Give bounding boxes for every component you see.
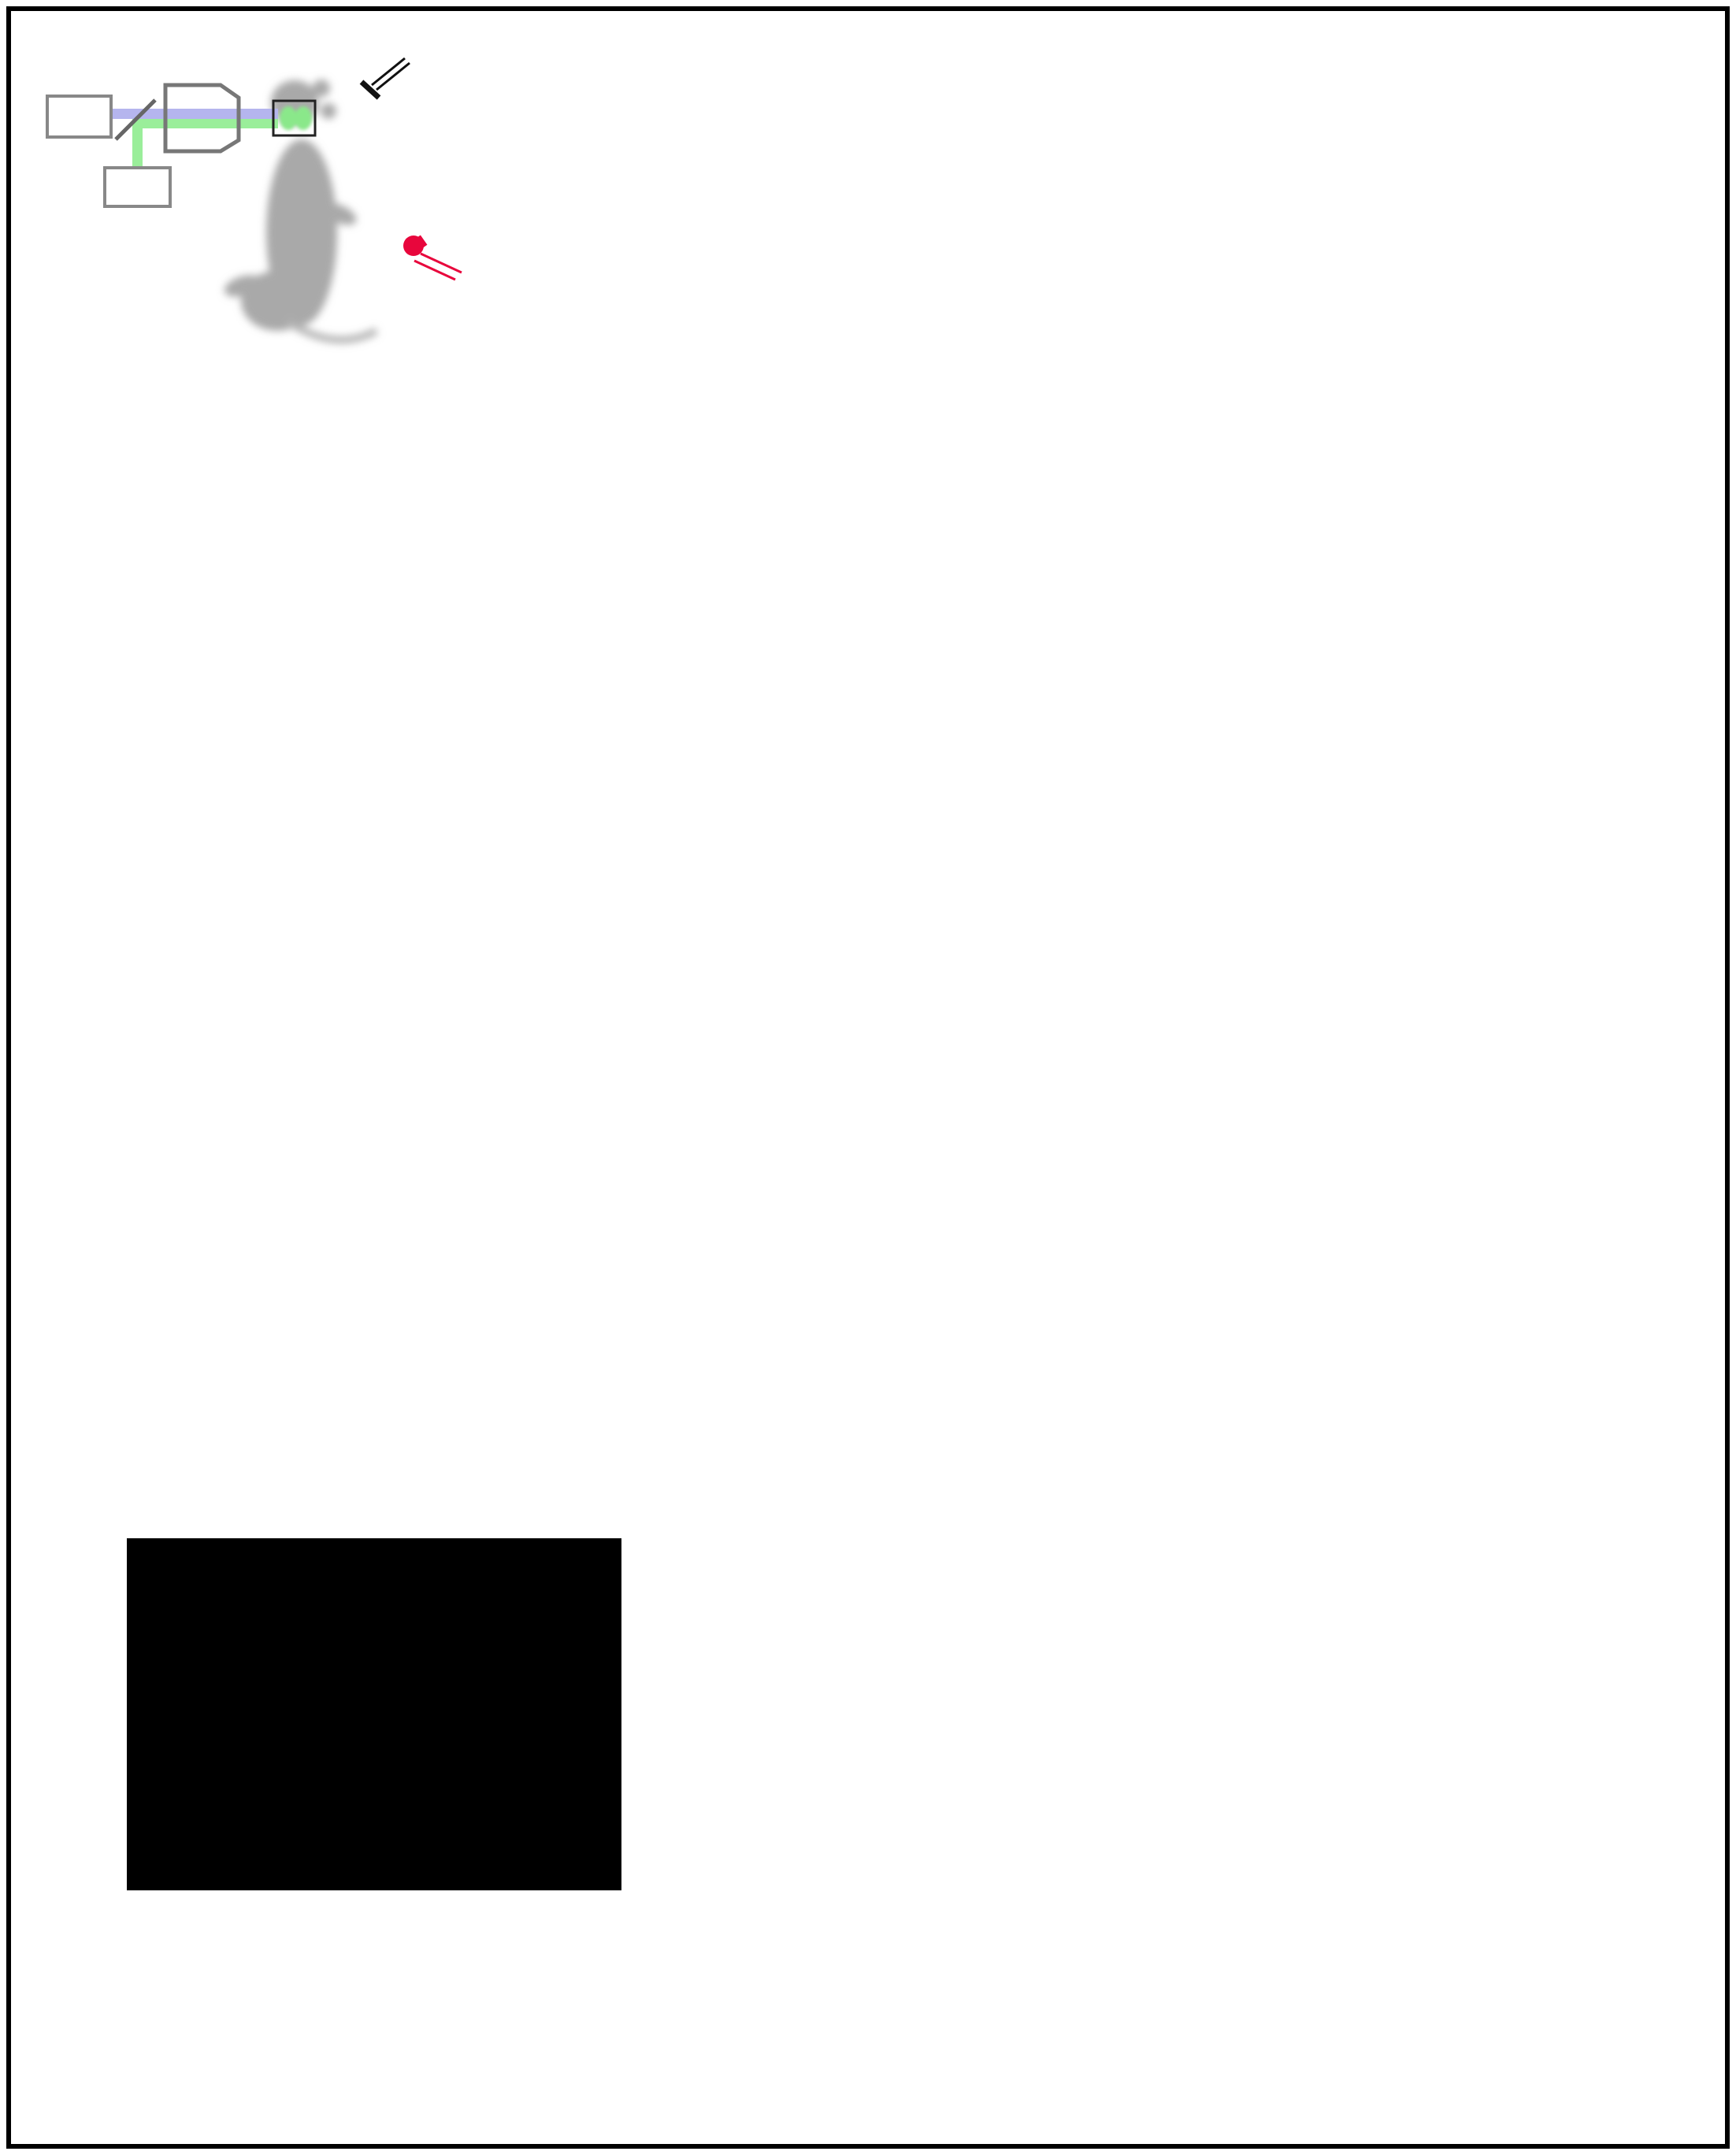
setup-schematic <box>46 57 462 344</box>
ccd-box <box>103 166 172 208</box>
emission-beam <box>132 119 278 128</box>
photodiode-icon <box>359 57 410 100</box>
emission-beam-down <box>132 119 143 169</box>
beamsplitter <box>114 98 157 141</box>
brain-window <box>272 99 317 137</box>
mouse-silhouette <box>224 80 379 344</box>
segmented-frame-image <box>127 1538 621 1890</box>
hg-lamp-box <box>46 95 113 139</box>
frame-background <box>127 1538 621 1890</box>
objective-outline <box>163 83 241 154</box>
led-icon <box>403 235 462 281</box>
excitation-beam <box>111 109 278 119</box>
row-label-motor-period <box>733 1810 874 1840</box>
